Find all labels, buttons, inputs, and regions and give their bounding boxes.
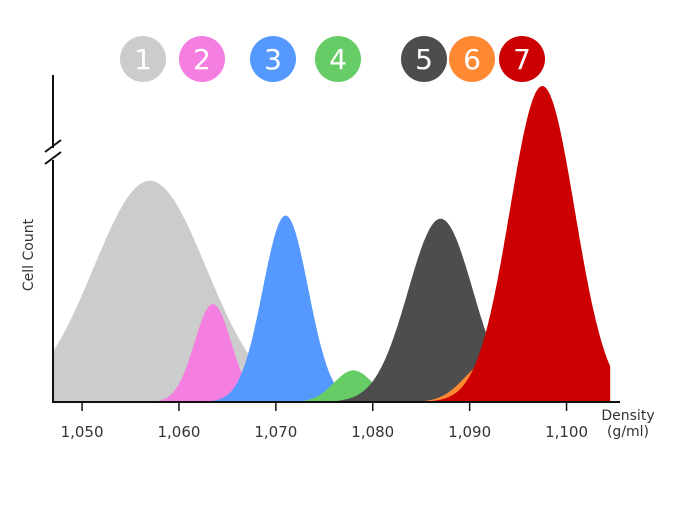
plot-area <box>53 86 611 402</box>
y-axis-title: Cell Count <box>21 218 37 291</box>
legend-circle <box>179 36 225 82</box>
legend-badge-6: 6 <box>449 36 495 82</box>
legend-label: 7 <box>513 43 531 76</box>
legend-circle <box>499 36 545 82</box>
legend-label: 4 <box>329 43 347 76</box>
x-tick-label: 1,050 <box>61 423 104 441</box>
legend-circle <box>401 36 447 82</box>
area-series-2 <box>138 304 287 402</box>
legend-label: 5 <box>415 43 433 76</box>
x-ticks: 1,050 1,060 1,070 1,080 1,090 1,100 <box>61 402 588 441</box>
x-axis-title: Density <box>601 408 654 424</box>
legend-circle <box>120 36 166 82</box>
x-tick-label: 1,060 <box>157 423 200 441</box>
legend-badge-4: 4 <box>315 36 361 82</box>
legend-badge-1: 1 <box>120 36 166 82</box>
legend-circle <box>315 36 361 82</box>
legend-badge-3: 3 <box>250 36 296 82</box>
x-tick-label: 1,070 <box>254 423 297 441</box>
x-tick-label: 1,090 <box>448 423 491 441</box>
legend-circle <box>250 36 296 82</box>
x-tick-label: 1,100 <box>545 423 588 441</box>
legend-label: 6 <box>463 43 481 76</box>
legend-badge-7: 7 <box>499 36 545 82</box>
legend-badge-5: 5 <box>401 36 447 82</box>
legend-label: 2 <box>193 43 211 76</box>
area-series-1 <box>53 180 377 402</box>
area-series-5 <box>309 218 572 402</box>
x-axis-unit: (g/ml) <box>607 424 649 440</box>
axes <box>44 75 620 403</box>
area-series-4 <box>274 370 432 402</box>
area-series-3 <box>194 215 378 402</box>
legend-label: 1 <box>134 43 152 76</box>
axis-break-mark <box>44 139 62 165</box>
legend-circle <box>449 36 495 82</box>
area-series-7 <box>411 86 611 402</box>
legend-label: 3 <box>264 43 282 76</box>
legend-badge-2: 2 <box>179 36 225 82</box>
x-tick-label: 1,080 <box>351 423 394 441</box>
